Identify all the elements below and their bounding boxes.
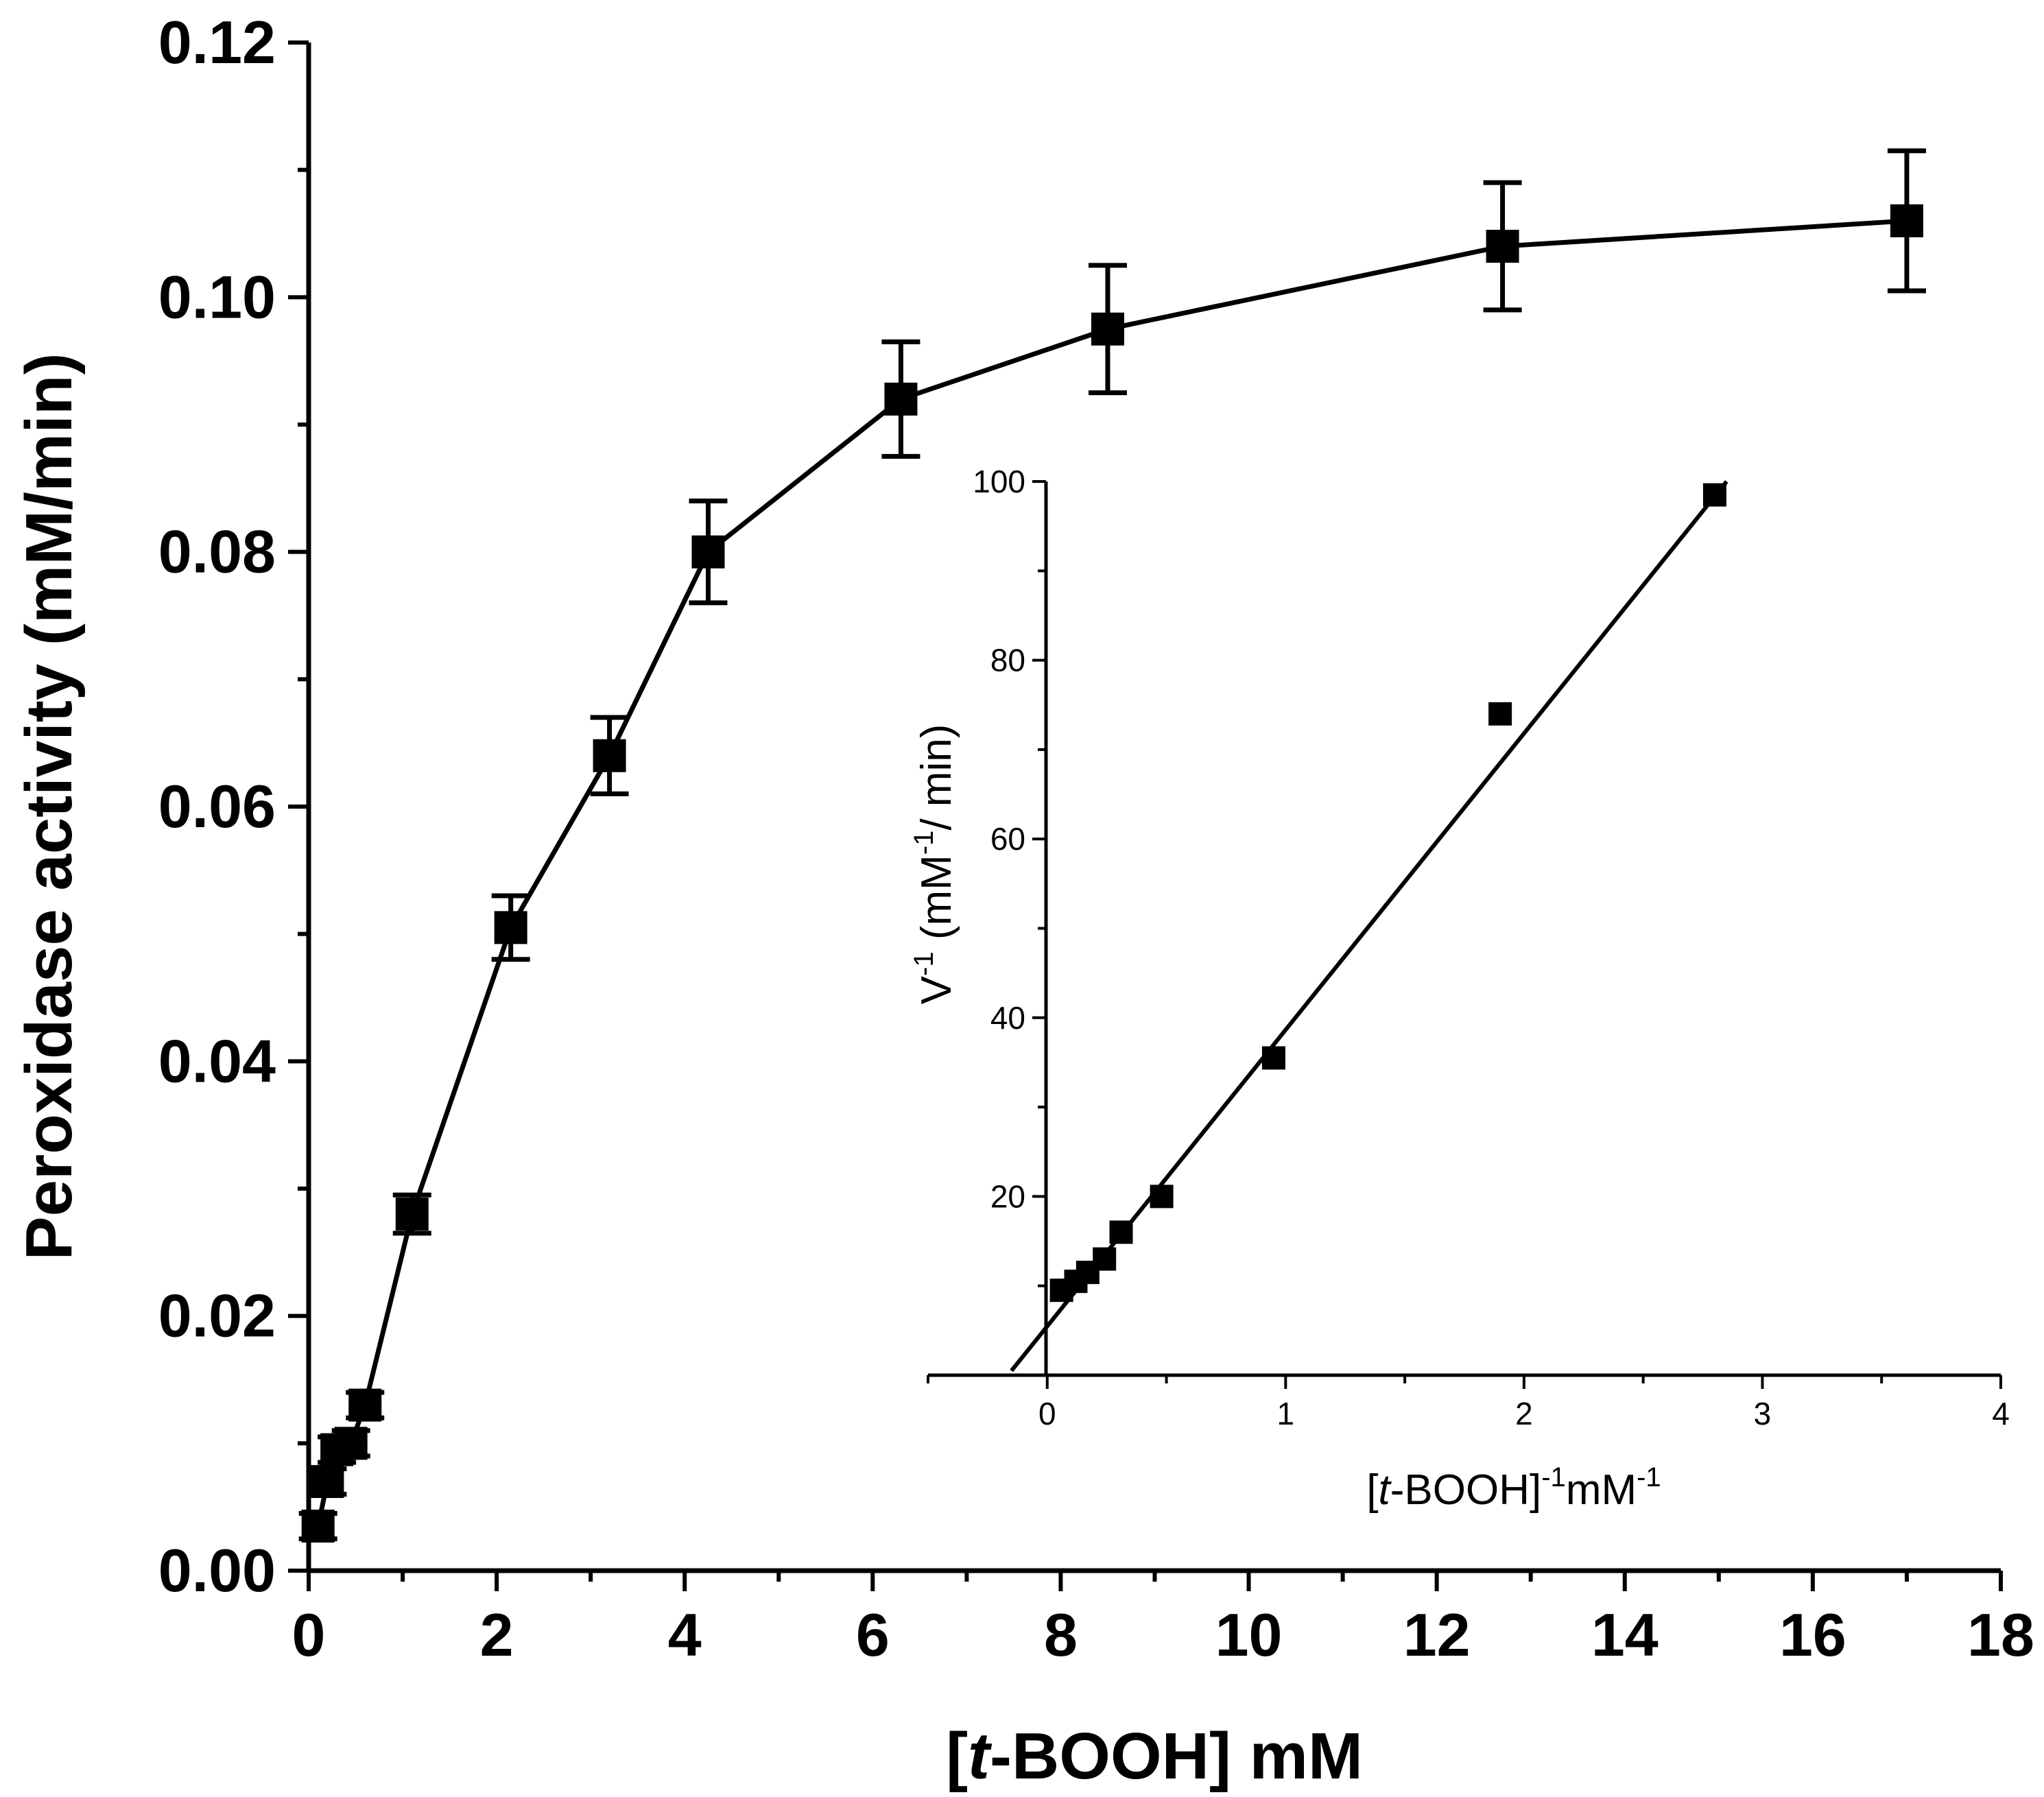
inset-x-title-part-5: mM [1566,1466,1637,1514]
main-x-tick-label: 6 [856,1601,890,1669]
main-x-tick-label: 4 [668,1601,702,1669]
main-data-point [1486,230,1519,263]
inset-y-tick-label: 80 [990,643,1025,678]
inset-x-title-part-1: [ [1366,1466,1378,1514]
inset-data-point [1109,1220,1133,1244]
main-data-point [494,911,527,944]
inset-x-ticks: 0 1 2 3 4 [927,1375,2010,1431]
main-plot: 0 2 4 6 8 10 12 14 16 18 0.000.020.040.060.080.10… [12,8,2034,1793]
main-y-tick-label: 0.04 [158,1027,276,1095]
main-x-tick-label: 14 [1591,1601,1659,1669]
inset-y-title-part-4: -1 [909,831,939,855]
main-x-axis-title: [t-BOOH] mM [946,1719,1363,1793]
main-y-tick-label: 0.02 [158,1282,276,1350]
main-data-point [884,382,918,416]
inset-data-point [1093,1247,1117,1271]
inset-series [1010,480,1728,1372]
inset-x-tick-label: 3 [1754,1396,1772,1431]
main-x-tick-label: 18 [1967,1601,2034,1669]
main-data-point [593,739,626,772]
main-data-point [395,1198,429,1231]
inset-y-title-part-1: V [913,975,960,1004]
main-x-title-part-2: t [968,1719,993,1793]
main-x-tick-label: 8 [1044,1601,1078,1669]
main-y-tick-label: 0.00 [158,1536,276,1604]
inset-y-title-part-2: -1 [909,951,939,976]
inset-y-tick-label: 60 [990,821,1025,857]
main-y-tick-label: 0.06 [158,772,276,840]
main-x-tick-label: 12 [1403,1601,1471,1669]
main-x-tick-label: 16 [1779,1601,1846,1669]
main-y-axis-title: Peroxidase activity (mM/min) [12,353,86,1260]
main-y-tick-label: 0.08 [158,518,276,586]
inset-y-title-part-3: (mM [913,855,960,951]
main-x-tick-label: 10 [1215,1601,1283,1669]
main-y-ticks: 0.00 0.02 0.04 0.06 0.08 0.10 0.12 [158,8,309,1604]
main-x-tick-label: 0 [292,1601,326,1669]
inset-x-tick-label: 0 [1038,1396,1056,1431]
inset-x-title-part-2: t [1379,1466,1392,1514]
inset-x-axis-title: [t-BOOH]-1mM-1 [1366,1462,1661,1514]
main-data-point [301,1510,335,1543]
main-y-tick-label: 0.10 [158,263,276,331]
inset-y-tick-label: 100 [973,464,1025,499]
inset-x-tick-label: 2 [1515,1396,1533,1431]
main-series-line [316,218,1908,1527]
main-x-title-part-3: -BOOH] mM [990,1719,1363,1793]
inset-y-axis-title: V-1 (mM-1/ min) [909,724,960,1005]
main-data-point [1890,204,1923,237]
main-data-point [311,1465,344,1499]
inset-data-point [1702,483,1726,507]
inset-data-point [1488,702,1512,726]
main-y-tick-label: 0.12 [158,8,276,76]
inset-x-title-part-4: -1 [1541,1462,1566,1492]
inset-x-tick-label: 1 [1277,1396,1295,1431]
main-data-point [348,1388,382,1422]
inset-data-point [1150,1185,1174,1209]
inset-y-ticks: 20 40 60 80 100 [973,464,1046,1287]
inset-y-title-part-5: / min) [913,724,960,831]
main-x-tick-label: 2 [480,1601,514,1669]
inset-x-title-part-6: -1 [1637,1462,1661,1492]
inset-y-tick-label: 40 [990,1000,1025,1036]
inset-x-tick-label: 4 [1992,1396,2010,1431]
inset-data-point [1261,1046,1285,1070]
main-series [298,148,1926,1543]
inset-x-title-part-3: -BOOH] [1390,1466,1541,1514]
main-data-point [1091,312,1124,346]
main-data-point [691,535,725,569]
main-x-ticks: 0 2 4 6 8 10 12 14 16 18 [292,1571,2034,1669]
main-x-title-part-1: [ [946,1719,968,1793]
inset-y-tick-label: 20 [990,1178,1025,1214]
main-data-point [334,1427,368,1460]
